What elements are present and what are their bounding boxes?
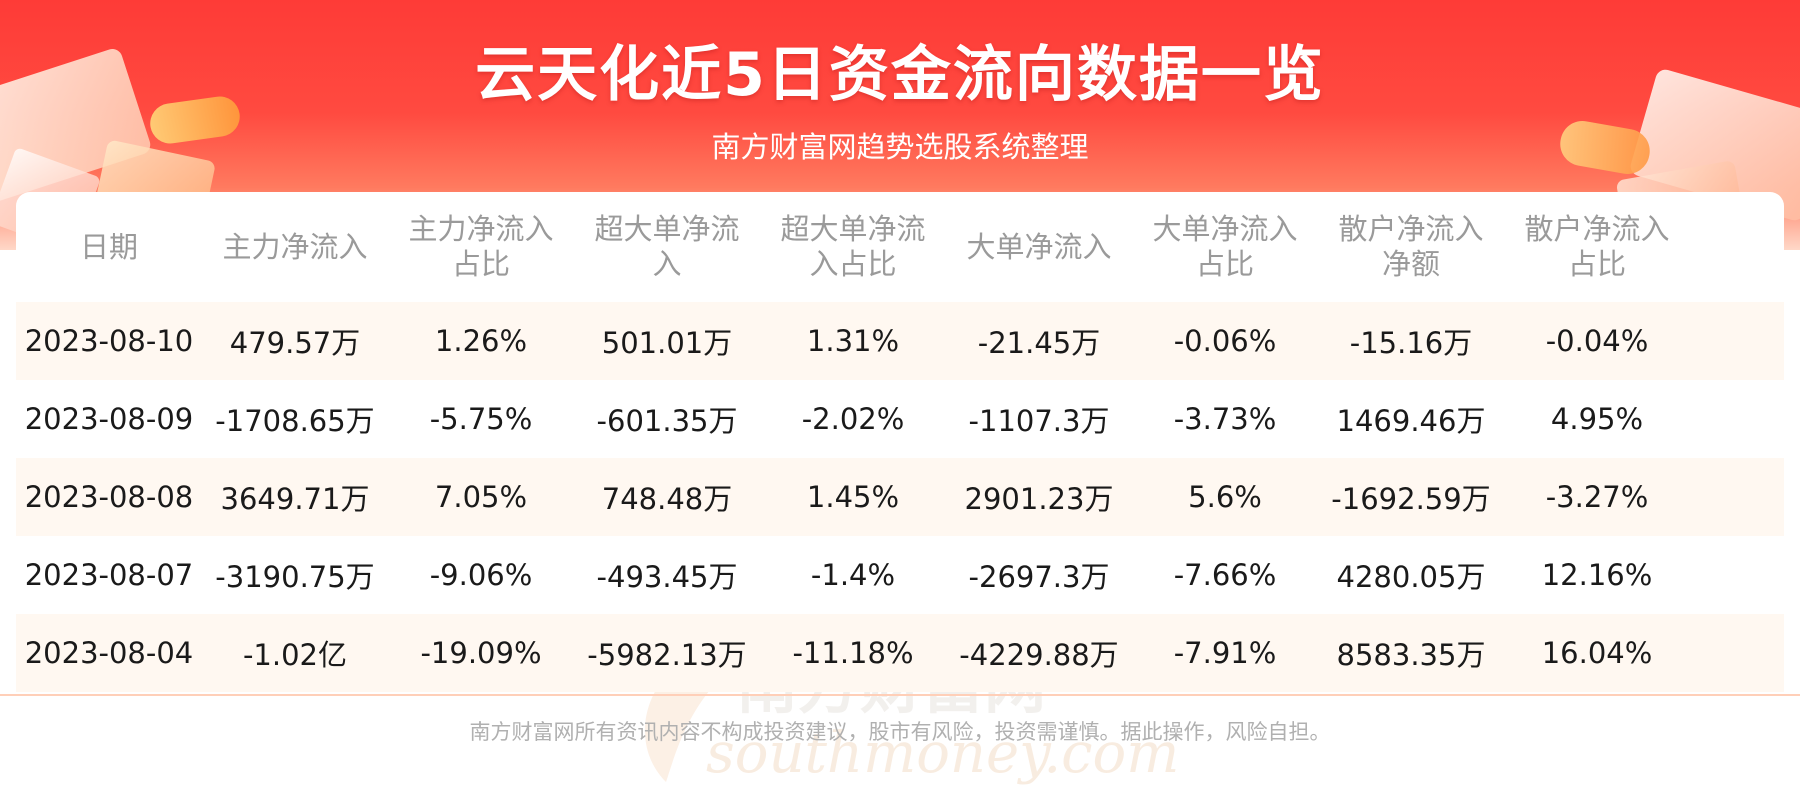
column-header-main-net-inflow: 主力净流入 bbox=[222, 229, 368, 264]
cell-retail-net-inflow: 4280.05万 bbox=[1336, 560, 1486, 594]
disclaimer-text: 南方财富网所有资讯内容不构成投资建议，股市有风险，投资需谨慎。据此操作，风险自担… bbox=[469, 720, 1331, 744]
cell-main-net-inflow-ratio: -5.75% bbox=[429, 402, 533, 436]
cell-main-net-inflow: -3190.75万 bbox=[215, 560, 375, 594]
cell-main-net-inflow: -1.02亿 bbox=[242, 638, 348, 672]
cell-retail-net-inflow-ratio: -0.04% bbox=[1545, 324, 1649, 358]
cell-retail-net-inflow: 1469.46万 bbox=[1336, 404, 1486, 438]
cell-retail-net-inflow: -1692.59万 bbox=[1331, 482, 1491, 516]
cell-super-large-net-inflow-ratio: -2.02% bbox=[801, 402, 905, 436]
column-header-super-large-net-inflow-ratio: 超大单净流入占比 bbox=[780, 212, 926, 281]
cell-main-net-inflow-ratio: -9.06% bbox=[429, 558, 533, 592]
column-header-retail-net-inflow: 散户净流入净额 bbox=[1338, 212, 1484, 281]
cell-retail-net-inflow-ratio: 16.04% bbox=[1541, 636, 1653, 670]
cell-large-net-inflow-ratio: -0.06% bbox=[1173, 324, 1277, 358]
cell-date: 2023-08-07 bbox=[24, 558, 194, 592]
column-header-large-net-inflow: 大单净流入 bbox=[966, 229, 1112, 264]
cell-super-large-net-inflow-ratio: 1.31% bbox=[806, 324, 900, 358]
cell-main-net-inflow-ratio: 7.05% bbox=[434, 480, 528, 514]
cell-retail-net-inflow-ratio: 12.16% bbox=[1541, 558, 1653, 592]
table-row: 2023-08-04 -1.02亿 -19.09% -5982.13万 -11.… bbox=[16, 614, 1784, 692]
cell-main-net-inflow: -1708.65万 bbox=[215, 404, 375, 438]
cell-super-large-net-inflow-ratio: -1.4% bbox=[810, 558, 896, 592]
column-header-main-net-inflow-ratio: 主力净流入占比 bbox=[408, 212, 554, 281]
cell-large-net-inflow-ratio: -7.66% bbox=[1173, 558, 1277, 592]
cell-super-large-net-inflow-ratio: 1.45% bbox=[806, 480, 900, 514]
cell-large-net-inflow: -1107.3万 bbox=[968, 404, 1110, 438]
cell-main-net-inflow: 3649.71万 bbox=[220, 482, 370, 516]
cell-main-net-inflow: 479.57万 bbox=[229, 326, 361, 360]
cell-super-large-net-inflow: 501.01万 bbox=[601, 326, 733, 360]
column-header-super-large-net-inflow: 超大单净流入 bbox=[594, 212, 740, 281]
cell-super-large-net-inflow: -5982.13万 bbox=[587, 638, 747, 672]
footer-divider bbox=[0, 694, 1800, 696]
table-row: 2023-08-10 479.57万 1.26% 501.01万 1.31% -… bbox=[16, 302, 1784, 380]
column-header-retail-net-inflow-ratio: 散户净流入占比 bbox=[1524, 212, 1670, 281]
cell-super-large-net-inflow: 748.48万 bbox=[601, 482, 733, 516]
cell-super-large-net-inflow-ratio: -11.18% bbox=[792, 636, 914, 670]
table-row: 2023-08-08 3649.71万 7.05% 748.48万 1.45% … bbox=[16, 458, 1784, 536]
table-header-row: 日期 主力净流入 主力净流入占比 超大单净流入 超大单净流入占比 大单净流入 大… bbox=[16, 192, 1784, 302]
data-table-card: 日期 主力净流入 主力净流入占比 超大单净流入 超大单净流入占比 大单净流入 大… bbox=[16, 192, 1784, 786]
column-header-large-net-inflow-ratio: 大单净流入占比 bbox=[1152, 212, 1298, 281]
cell-retail-net-inflow: 8583.35万 bbox=[1336, 638, 1486, 672]
cell-date: 2023-08-09 bbox=[24, 402, 194, 436]
cell-super-large-net-inflow: -493.45万 bbox=[596, 560, 738, 594]
cell-super-large-net-inflow: -601.35万 bbox=[596, 404, 738, 438]
cell-date: 2023-08-04 bbox=[24, 636, 194, 670]
cell-large-net-inflow: 2901.23万 bbox=[964, 482, 1114, 516]
cell-retail-net-inflow-ratio: -3.27% bbox=[1545, 480, 1649, 514]
cell-large-net-inflow-ratio: -3.73% bbox=[1173, 402, 1277, 436]
cell-date: 2023-08-08 bbox=[24, 480, 194, 514]
page-subtitle: 南方财富网趋势选股系统整理 bbox=[711, 130, 1089, 164]
cell-date: 2023-08-10 bbox=[24, 324, 194, 358]
cell-retail-net-inflow-ratio: 4.95% bbox=[1550, 402, 1644, 436]
cell-large-net-inflow-ratio: -7.91% bbox=[1173, 636, 1277, 670]
cell-retail-net-inflow: -15.16万 bbox=[1349, 326, 1473, 360]
cell-large-net-inflow: -4229.88万 bbox=[959, 638, 1119, 672]
cell-main-net-inflow-ratio: -19.09% bbox=[420, 636, 542, 670]
cell-large-net-inflow-ratio: 5.6% bbox=[1188, 480, 1262, 514]
column-header-date: 日期 bbox=[79, 229, 138, 264]
table-body: 2023-08-10 479.57万 1.26% 501.01万 1.31% -… bbox=[16, 302, 1784, 692]
cell-large-net-inflow: -2697.3万 bbox=[968, 560, 1110, 594]
table-row: 2023-08-09 -1708.65万 -5.75% -601.35万 -2.… bbox=[16, 380, 1784, 458]
page-title: 云天化近5日资金流向数据一览 bbox=[475, 40, 1325, 110]
table-row: 2023-08-07 -3190.75万 -9.06% -493.45万 -1.… bbox=[16, 536, 1784, 614]
cell-large-net-inflow: -21.45万 bbox=[977, 326, 1101, 360]
cell-main-net-inflow-ratio: 1.26% bbox=[434, 324, 528, 358]
